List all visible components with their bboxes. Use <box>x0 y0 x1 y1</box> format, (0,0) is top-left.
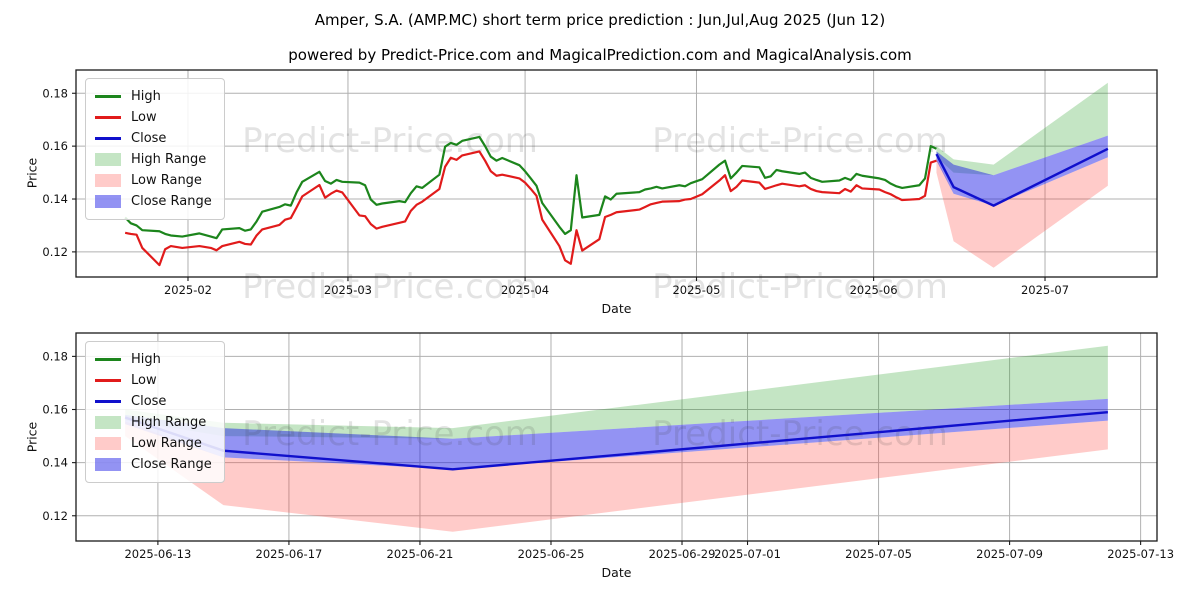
svg-text:Predict-Price.com: Predict-Price.com <box>652 267 948 307</box>
legend-swatch-low <box>95 116 121 119</box>
legend-entry-low: Low <box>95 370 212 391</box>
legend-swatch-high-range <box>95 153 121 166</box>
legend-label-low-range: Low Range <box>131 173 202 188</box>
legend-label-high: High <box>131 89 161 104</box>
svg-text:Predict-Price.com: Predict-Price.com <box>242 121 538 161</box>
svg-text:Predict-Price.com: Predict-Price.com <box>242 267 538 307</box>
legend-entry-low: Low <box>95 107 212 128</box>
plot-border <box>75 332 1158 542</box>
x-tick-label: 2025-06-29 <box>649 547 716 561</box>
x-tick-label: 2025-02 <box>164 283 212 297</box>
low-range-band <box>125 420 1108 532</box>
y-tick-label: 0.12 <box>42 245 68 259</box>
legend-swatch-close-range <box>95 195 121 208</box>
close-line <box>935 147 1109 207</box>
legend-swatch-close-range <box>95 458 121 471</box>
legend-entry-close: Close <box>95 128 212 149</box>
x-tick-label: 2025-06-21 <box>387 547 454 561</box>
plot-border <box>75 69 1158 278</box>
y-tick-label: 0.12 <box>42 509 68 523</box>
x-tick-label: 2025-05 <box>672 283 720 297</box>
top-chart-x-axis-label: Date <box>601 301 632 316</box>
legend-label-high: High <box>131 352 161 367</box>
high-range-band <box>936 82 1108 176</box>
legend-label-low-range: Low Range <box>131 436 202 451</box>
watermark: Predict-Price.com Predict-Price.com Predic… <box>242 121 948 307</box>
close-range-band <box>125 398 1108 470</box>
low-range-band <box>936 157 1108 268</box>
top-chart-y-axis-label: Price <box>24 157 40 189</box>
legend-label-high-range: High Range <box>131 152 207 167</box>
gridlines <box>76 70 1157 277</box>
legend-label-low: Low <box>131 110 157 125</box>
tick-labels: 2025-02 2025-03 2025-04 2025-05 2025-06 2025-… <box>42 86 1069 297</box>
y-tick-label: 0.16 <box>42 139 68 153</box>
legend-entry-low-range: Low Range <box>95 170 212 191</box>
legend-entry-close-range: Close Range <box>95 191 212 212</box>
x-tick-label: 2025-07-01 <box>714 547 781 561</box>
x-tick-label: 2025-04 <box>501 283 549 297</box>
y-tick-label: 0.16 <box>42 403 68 417</box>
legend-swatch-close <box>95 400 121 403</box>
svg-text:Predict-Price.com: Predict-Price.com <box>242 414 538 454</box>
history-and-prediction-chart: Predict-Price.com Predict-Price.com Predic… <box>42 69 1158 307</box>
legend-swatch-low <box>95 379 121 382</box>
high-line <box>124 135 937 240</box>
x-tick-label: 2025-06-17 <box>256 547 323 561</box>
bottom-chart-x-axis-label: Date <box>601 565 632 580</box>
prediction-zoom-chart: Predict-Price.com Predict-Price.com2025-0… <box>42 332 1174 561</box>
legend-entry-close: Close <box>95 391 212 412</box>
x-tick-label: 2025-06-25 <box>518 547 585 561</box>
legend-label-close-range: Close Range <box>131 457 212 472</box>
svg-text:Predict-Price.com: Predict-Price.com <box>652 121 948 161</box>
legend-entry-low-range: Low Range <box>95 433 212 454</box>
legend-swatch-close <box>95 137 121 140</box>
legend-label-close: Close <box>131 131 167 146</box>
legend-entry-high: High <box>95 349 212 370</box>
legend-swatch-high <box>95 95 121 98</box>
legend-label-high-range: High Range <box>131 415 207 430</box>
y-tick-label: 0.14 <box>42 456 68 470</box>
legend-swatch-low-range <box>95 174 121 187</box>
y-tick-label: 0.14 <box>42 192 68 206</box>
legend-swatch-high-range <box>95 416 121 429</box>
bottom-chart-legend: High Low Close High Range Low Range Close Ran… <box>85 341 225 483</box>
legend-swatch-low-range <box>95 437 121 450</box>
x-tick-label: 2025-06-13 <box>124 547 191 561</box>
gridlines <box>76 333 1157 541</box>
tick-labels: 2025-06-13 2025-06-17 2025-06-21 2025-06-25… <box>42 349 1174 561</box>
legend-entry-close-range: Close Range <box>95 454 212 475</box>
x-tick-label: 2025-07-13 <box>1107 547 1174 561</box>
bottom-chart-y-axis-label: Price <box>24 421 40 453</box>
x-tick-label: 2025-06 <box>850 283 898 297</box>
y-tick-label: 0.18 <box>42 86 68 100</box>
x-tick-label: 2025-07 <box>1021 283 1069 297</box>
top-chart-legend: High Low Close High Range Low Range Close Ran… <box>85 78 225 220</box>
legend-swatch-high <box>95 358 121 361</box>
figure-subtitle: powered by Predict-Price.com and Magical… <box>288 46 912 64</box>
legend-entry-high-range: High Range <box>95 412 212 433</box>
legend-label-low: Low <box>131 373 157 388</box>
legend-label-close: Close <box>131 394 167 409</box>
x-tick-label: 2025-07-05 <box>845 547 912 561</box>
legend-entry-high-range: High Range <box>95 149 212 170</box>
x-tick-label: 2025-07-09 <box>976 547 1043 561</box>
close-range-band <box>936 135 1108 206</box>
y-tick-label: 0.18 <box>42 349 68 363</box>
x-tick-label: 2025-03 <box>324 283 372 297</box>
legend-entry-high: High <box>95 86 212 107</box>
figure-title: Amper, S.A. (AMP.MC) short term price pr… <box>314 11 886 29</box>
low-line <box>124 150 937 267</box>
legend-label-close-range: Close Range <box>131 194 212 209</box>
